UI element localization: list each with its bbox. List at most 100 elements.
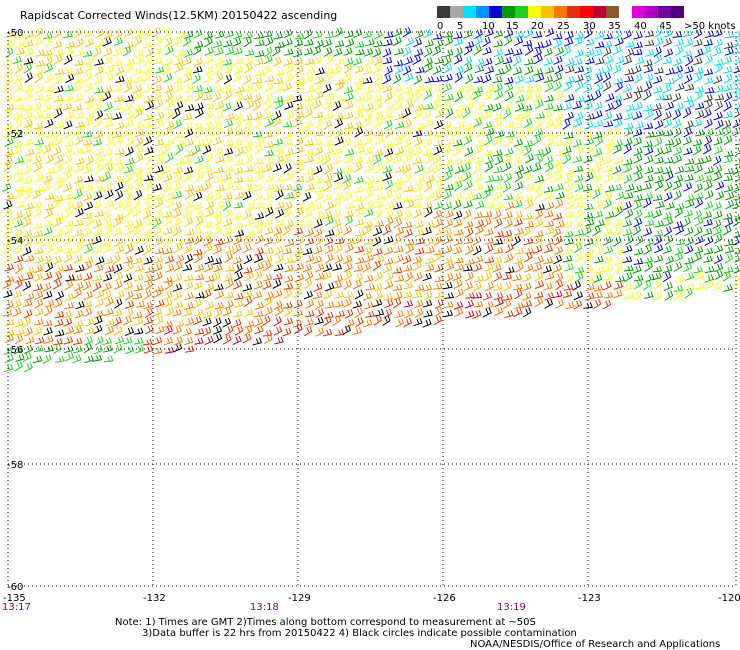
wind-barb	[562, 255, 573, 263]
wind-barb	[443, 31, 453, 38]
wind-barb	[233, 235, 243, 245]
wind-barb	[513, 112, 524, 120]
wind-barb	[12, 290, 22, 299]
wind-barb	[414, 307, 424, 319]
wind-barb	[523, 145, 532, 157]
wind-barb	[73, 94, 83, 103]
wind-barb	[214, 166, 224, 174]
wind-barb	[73, 28, 83, 39]
wind-barb	[73, 254, 83, 264]
wind-barb	[163, 290, 173, 301]
wind-barb	[513, 199, 523, 209]
wind-barb	[703, 135, 713, 147]
wind-barb	[472, 263, 482, 272]
wind-barb	[253, 202, 264, 209]
wind-barb	[653, 109, 662, 121]
wind-barb	[672, 154, 683, 164]
wind-barb	[234, 191, 245, 200]
wind-barb	[585, 48, 595, 57]
wind-barb	[22, 299, 33, 308]
wind-barb	[643, 291, 654, 299]
wind-barb	[504, 243, 514, 254]
wind-barb	[284, 48, 294, 56]
wind-barb	[233, 47, 243, 56]
wind-barb	[714, 63, 723, 74]
wind-barb	[533, 189, 543, 200]
wind-barb	[673, 190, 682, 201]
wind-barb	[394, 93, 404, 103]
wind-barb	[494, 230, 505, 238]
wind-barb	[453, 175, 464, 184]
wind-barb	[73, 228, 83, 237]
wind-barb	[25, 292, 35, 301]
wind-barb	[314, 316, 324, 326]
wind-barb	[425, 246, 435, 254]
wind-barb	[93, 184, 104, 193]
wind-barb	[464, 156, 475, 164]
wind-barb	[14, 188, 24, 200]
wind-barb	[242, 190, 252, 201]
legend-label: 15	[506, 21, 519, 32]
wind-barb	[253, 118, 263, 129]
wind-barb	[562, 220, 573, 229]
wind-barb	[393, 202, 403, 210]
wind-barb	[345, 236, 355, 245]
wind-barb	[232, 256, 242, 265]
wind-barb	[562, 290, 573, 299]
wind-barb	[332, 146, 343, 155]
wind-barb	[574, 174, 584, 183]
wind-barb	[644, 219, 655, 227]
wind-barb	[364, 102, 374, 112]
wind-barb	[412, 255, 422, 265]
wind-barb	[643, 104, 653, 112]
wind-barb	[644, 174, 654, 183]
wind-barb	[234, 300, 244, 308]
wind-barb	[64, 293, 75, 301]
wind-barb	[512, 48, 523, 56]
wind-barb	[283, 130, 294, 139]
wind-barb	[154, 197, 164, 209]
wind-barb	[603, 32, 614, 40]
wind-barb	[583, 155, 593, 164]
wind-barb	[662, 37, 672, 47]
wind-barb	[633, 200, 642, 211]
wind-barb	[132, 292, 143, 300]
wind-barb	[124, 63, 134, 74]
wind-barb	[534, 218, 544, 228]
legend-swatch	[606, 6, 619, 18]
wind-barb	[122, 128, 132, 137]
wind-barb	[684, 165, 695, 173]
wind-barb	[564, 237, 575, 246]
legend-swatch	[554, 6, 567, 18]
wind-barb	[24, 202, 34, 211]
wind-barb	[433, 130, 444, 138]
wind-barb	[402, 153, 412, 163]
wind-barb	[643, 256, 654, 264]
wind-barb	[392, 154, 402, 164]
wind-barb	[482, 189, 492, 200]
wind-barb	[15, 185, 25, 192]
wind-barb	[163, 320, 173, 328]
wind-barb	[433, 236, 443, 246]
wind-barb	[673, 174, 684, 184]
wind-barb	[372, 93, 383, 103]
wind-barb	[424, 263, 435, 272]
wind-barb	[422, 227, 432, 236]
wind-barb	[513, 55, 522, 67]
wind-barb	[433, 139, 444, 147]
wind-barb	[223, 218, 233, 227]
wind-barb	[325, 282, 335, 292]
wind-barb	[633, 290, 642, 301]
wind-barb	[223, 165, 234, 173]
wind-barb	[712, 282, 723, 291]
wind-barb	[675, 238, 686, 246]
time-labels: 13:17 13:18 13:19	[2, 602, 526, 613]
wind-barb	[492, 136, 502, 146]
wind-barb	[622, 255, 633, 263]
wind-barb	[214, 72, 224, 84]
wind-barb	[95, 256, 105, 265]
wind-barb	[625, 40, 635, 48]
wind-barb	[704, 236, 714, 246]
wind-barb	[192, 122, 203, 130]
wind-barb	[303, 326, 313, 337]
